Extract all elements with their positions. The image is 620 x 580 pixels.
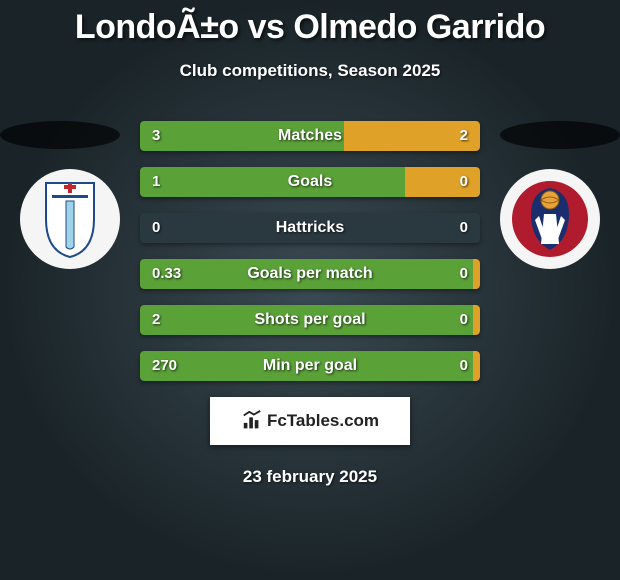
club-crest-left-icon: [42, 179, 98, 259]
stat-label: Hattricks: [140, 213, 480, 243]
player-shadow-left: [0, 121, 120, 149]
stat-row: 20Shots per goal: [140, 305, 480, 335]
page-subtitle: Club competitions, Season 2025: [0, 61, 620, 81]
club-badge-right: [500, 169, 600, 269]
stat-bar-left: [140, 259, 473, 289]
stat-value-right: 0: [460, 213, 468, 243]
stats-list: 32Matches 10Goals 0 0Hattricks 0.330Goals pe…: [140, 121, 480, 381]
page-title: LondoÃ±o vs Olmedo Garrido: [0, 0, 620, 47]
stat-bar-left: [140, 167, 405, 197]
stat-bar-right: [473, 305, 480, 335]
comparison-container: 32Matches 10Goals 0 0Hattricks 0.330Goals pe…: [0, 121, 620, 487]
stat-bar-right: [344, 121, 480, 151]
stat-row: 32Matches: [140, 121, 480, 151]
stat-row: 10Goals: [140, 167, 480, 197]
stat-bar-right: [473, 259, 480, 289]
stat-row: 2700Min per goal: [140, 351, 480, 381]
stat-bar-left: [140, 351, 473, 381]
stat-row: 0 0Hattricks: [140, 213, 480, 243]
stat-bar-left: [140, 305, 473, 335]
infographic-date: 23 february 2025: [0, 467, 620, 487]
stat-row: 0.330Goals per match: [140, 259, 480, 289]
stat-bar-right: [405, 167, 480, 197]
fctables-branding[interactable]: FcTables.com: [210, 397, 410, 445]
stat-bar-right: [473, 351, 480, 381]
chart-icon: [241, 410, 263, 432]
player-shadow-right: [500, 121, 620, 149]
stat-bar-left: [140, 121, 344, 151]
club-badge-left: [20, 169, 120, 269]
stat-value-left: 0: [152, 213, 160, 243]
branding-label: FcTables.com: [267, 411, 379, 431]
club-crest-right-icon: [511, 180, 589, 258]
